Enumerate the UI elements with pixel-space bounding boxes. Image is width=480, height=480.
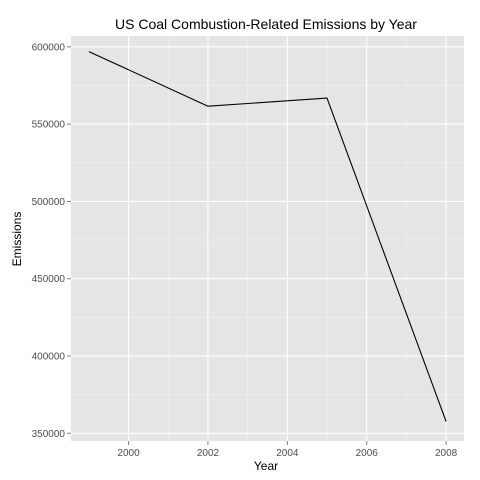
y-tick-label: 400000 <box>32 351 66 362</box>
y-axis-title: Emissions <box>10 212 24 267</box>
y-tick-label: 600000 <box>32 42 66 53</box>
x-tick-label: 2004 <box>276 448 299 459</box>
chart-title: US Coal Combustion-Related Emissions by … <box>115 16 417 32</box>
y-tick-label: 450000 <box>32 274 66 285</box>
y-tick-label: 500000 <box>32 197 66 208</box>
x-axis: 2000 2002 2004 2006 2008 <box>117 441 458 459</box>
x-tick-label: 2008 <box>435 448 458 459</box>
plot-panel <box>71 36 464 441</box>
y-axis: 350000 400000 450000 500000 550000 600000 <box>32 42 71 440</box>
x-tick-label: 2006 <box>356 448 379 459</box>
series-line <box>88 51 447 422</box>
x-tick-label: 2000 <box>117 448 140 459</box>
x-tick-label: 2002 <box>197 448 220 459</box>
major-gridlines <box>71 36 464 441</box>
series-layer <box>88 51 447 422</box>
x-axis-title: Year <box>254 459 278 473</box>
y-tick-label: 350000 <box>32 429 66 440</box>
y-tick-label: 550000 <box>32 120 66 131</box>
